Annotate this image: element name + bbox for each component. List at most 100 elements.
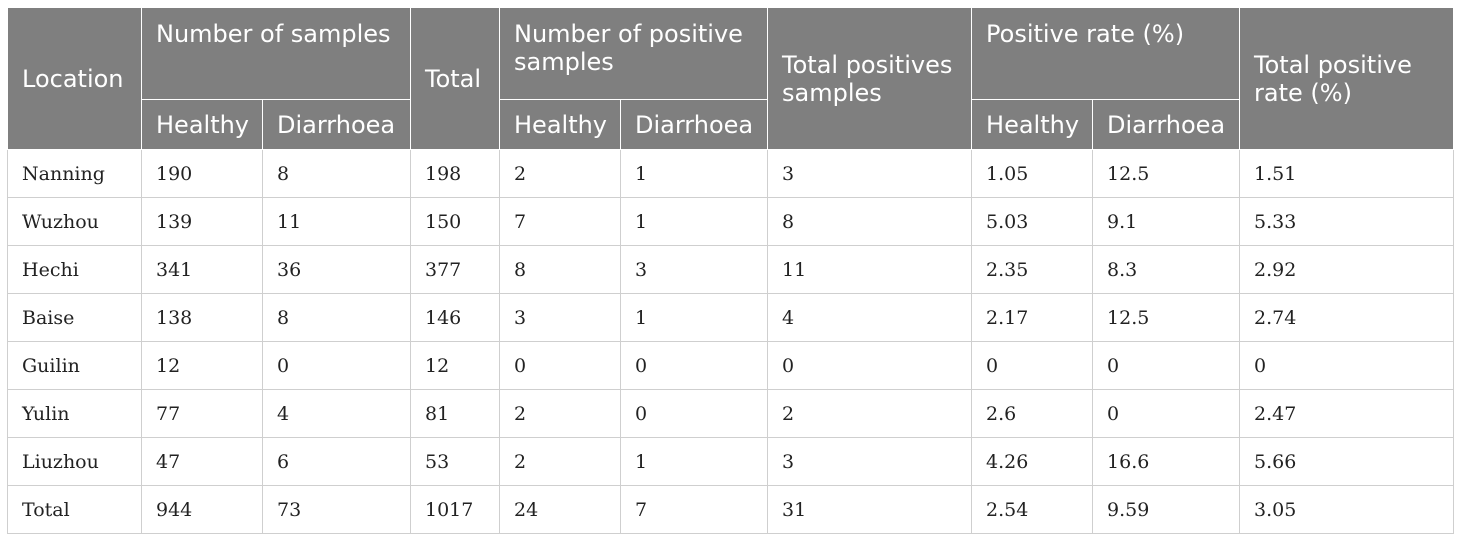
subheader-positive-diarrhoea: Diarrhoea xyxy=(619,99,769,150)
cell-pr-diarrhoea: 12.5 xyxy=(1092,149,1241,198)
cell-pr-diarrhoea: 9.59 xyxy=(1092,485,1241,534)
subheader-rate-diarrhoea: Diarrhoea xyxy=(1092,99,1241,150)
cell-ns-diarrhoea: 4 xyxy=(262,389,411,438)
cell-ns-diarrhoea: 6 xyxy=(262,437,411,486)
cell-location: Yulin xyxy=(7,389,142,438)
subheader-positive-healthy: Healthy xyxy=(499,99,621,150)
table-body: Nanning 190 8 198 2 1 3 1.05 12.5 1.51 Wuzhou 139 11… xyxy=(7,149,1455,534)
cell-total: 1017 xyxy=(410,485,500,534)
cell-ns-healthy: 341 xyxy=(141,245,263,294)
cell-ns-diarrhoea: 8 xyxy=(262,149,411,198)
cell-ns-healthy: 47 xyxy=(141,437,263,486)
cell-total-pos: 11 xyxy=(767,245,973,294)
cell-pr-diarrhoea: 12.5 xyxy=(1092,293,1241,342)
cell-total-rate: 2.47 xyxy=(1239,389,1455,438)
cell-total: 81 xyxy=(410,389,500,438)
header-total: Total xyxy=(410,7,500,150)
cell-total-pos: 3 xyxy=(767,437,973,486)
cell-total-rate: 2.92 xyxy=(1239,245,1455,294)
table-row: Liuzhou 47 6 53 2 1 3 4.26 16.6 5.66 xyxy=(7,437,1455,486)
cell-ns-diarrhoea: 36 xyxy=(262,245,411,294)
table-row: Wuzhou 139 11 150 7 1 8 5.03 9.1 5.33 xyxy=(7,197,1455,246)
cell-location: Nanning xyxy=(7,149,142,198)
cell-ns-healthy: 12 xyxy=(141,341,263,390)
cell-ns-diarrhoea: 11 xyxy=(262,197,411,246)
cell-pr-diarrhoea: 8.3 xyxy=(1092,245,1241,294)
cell-location: Wuzhou xyxy=(7,197,142,246)
cell-total-pos: 4 xyxy=(767,293,973,342)
cell-total-rate: 2.74 xyxy=(1239,293,1455,342)
cell-np-healthy: 2 xyxy=(499,437,621,486)
cell-np-healthy: 7 xyxy=(499,197,621,246)
cell-np-healthy: 8 xyxy=(499,245,621,294)
cell-total: 53 xyxy=(410,437,500,486)
cell-location: Hechi xyxy=(7,245,142,294)
cell-np-diarrhoea: 1 xyxy=(619,437,769,486)
table-row: Total 944 73 1017 24 7 31 2.54 9.59 3.05 xyxy=(7,485,1455,534)
cell-ns-healthy: 944 xyxy=(141,485,263,534)
cell-total-pos: 2 xyxy=(767,389,973,438)
cell-ns-healthy: 77 xyxy=(141,389,263,438)
cell-total-rate: 5.66 xyxy=(1239,437,1455,486)
cell-pr-diarrhoea: 16.6 xyxy=(1092,437,1241,486)
header-row-top: Location Number of samples Total Number … xyxy=(7,7,1455,150)
cell-pr-healthy: 2.35 xyxy=(971,245,1094,294)
cell-location: Guilin xyxy=(7,341,142,390)
cell-pr-healthy: 5.03 xyxy=(971,197,1094,246)
cell-ns-healthy: 139 xyxy=(141,197,263,246)
cell-pr-healthy: 0 xyxy=(971,341,1094,390)
header-total-positive-rate: Total positive rate (%) xyxy=(1239,7,1455,150)
cell-np-diarrhoea: 7 xyxy=(619,485,769,534)
table-row: Nanning 190 8 198 2 1 3 1.05 12.5 1.51 xyxy=(7,149,1455,198)
cell-ns-diarrhoea: 8 xyxy=(262,293,411,342)
cell-np-diarrhoea: 0 xyxy=(619,341,769,390)
header-number-of-samples: Number of samples xyxy=(141,7,411,100)
cell-total: 198 xyxy=(410,149,500,198)
cell-np-healthy: 2 xyxy=(499,389,621,438)
subheader-samples-diarrhoea: Diarrhoea xyxy=(262,99,411,150)
cell-total-pos: 3 xyxy=(767,149,973,198)
subheader-samples-healthy: Healthy xyxy=(141,99,263,150)
cell-total-pos: 31 xyxy=(767,485,973,534)
cell-ns-healthy: 190 xyxy=(141,149,263,198)
header-location: Location xyxy=(7,7,142,150)
cell-pr-diarrhoea: 9.1 xyxy=(1092,197,1241,246)
table-row: Yulin 77 4 81 2 0 2 2.6 0 2.47 xyxy=(7,389,1455,438)
header-positive-rate: Positive rate (%) xyxy=(971,7,1241,100)
cell-np-diarrhoea: 3 xyxy=(619,245,769,294)
cell-np-healthy: 24 xyxy=(499,485,621,534)
cell-ns-diarrhoea: 0 xyxy=(262,341,411,390)
cell-pr-healthy: 4.26 xyxy=(971,437,1094,486)
cell-total: 146 xyxy=(410,293,500,342)
header-row-sub: Healthy Diarrhoea Healthy Diarrhoea Heal… xyxy=(8,99,1454,150)
cell-total: 12 xyxy=(410,341,500,390)
cell-pr-diarrhoea: 0 xyxy=(1092,341,1241,390)
cell-np-healthy: 0 xyxy=(499,341,621,390)
cell-total-rate: 3.05 xyxy=(1239,485,1455,534)
cell-np-healthy: 3 xyxy=(499,293,621,342)
cell-np-diarrhoea: 1 xyxy=(619,293,769,342)
cell-total-pos: 8 xyxy=(767,197,973,246)
cell-total-pos: 0 xyxy=(767,341,973,390)
cell-pr-diarrhoea: 0 xyxy=(1092,389,1241,438)
cell-total-rate: 0 xyxy=(1239,341,1455,390)
header-total-positives-samples: Total positives samples xyxy=(767,7,973,150)
cell-np-healthy: 2 xyxy=(499,149,621,198)
header-number-of-positive-samples: Number of positive samples xyxy=(498,7,769,100)
cell-pr-healthy: 1.05 xyxy=(971,149,1094,198)
cell-np-diarrhoea: 1 xyxy=(619,149,769,198)
cell-pr-healthy: 2.54 xyxy=(971,485,1094,534)
cell-total-rate: 5.33 xyxy=(1239,197,1455,246)
cell-ns-healthy: 138 xyxy=(141,293,263,342)
table-row: Hechi 341 36 377 8 3 11 2.35 8.3 2.92 xyxy=(7,245,1455,294)
cell-total-rate: 1.51 xyxy=(1239,149,1455,198)
table-row: Baise 138 8 146 3 1 4 2.17 12.5 2.74 xyxy=(7,293,1455,342)
table-header: Location Number of samples Total Number … xyxy=(7,7,1455,150)
table-row: Guilin 12 0 12 0 0 0 0 0 0 xyxy=(7,341,1455,390)
cell-np-diarrhoea: 0 xyxy=(619,389,769,438)
data-table: Location Number of samples Total Number … xyxy=(7,7,1455,534)
cell-location: Total xyxy=(7,485,142,534)
cell-location: Liuzhou xyxy=(7,437,142,486)
cell-location: Baise xyxy=(7,293,142,342)
cell-ns-diarrhoea: 73 xyxy=(262,485,411,534)
